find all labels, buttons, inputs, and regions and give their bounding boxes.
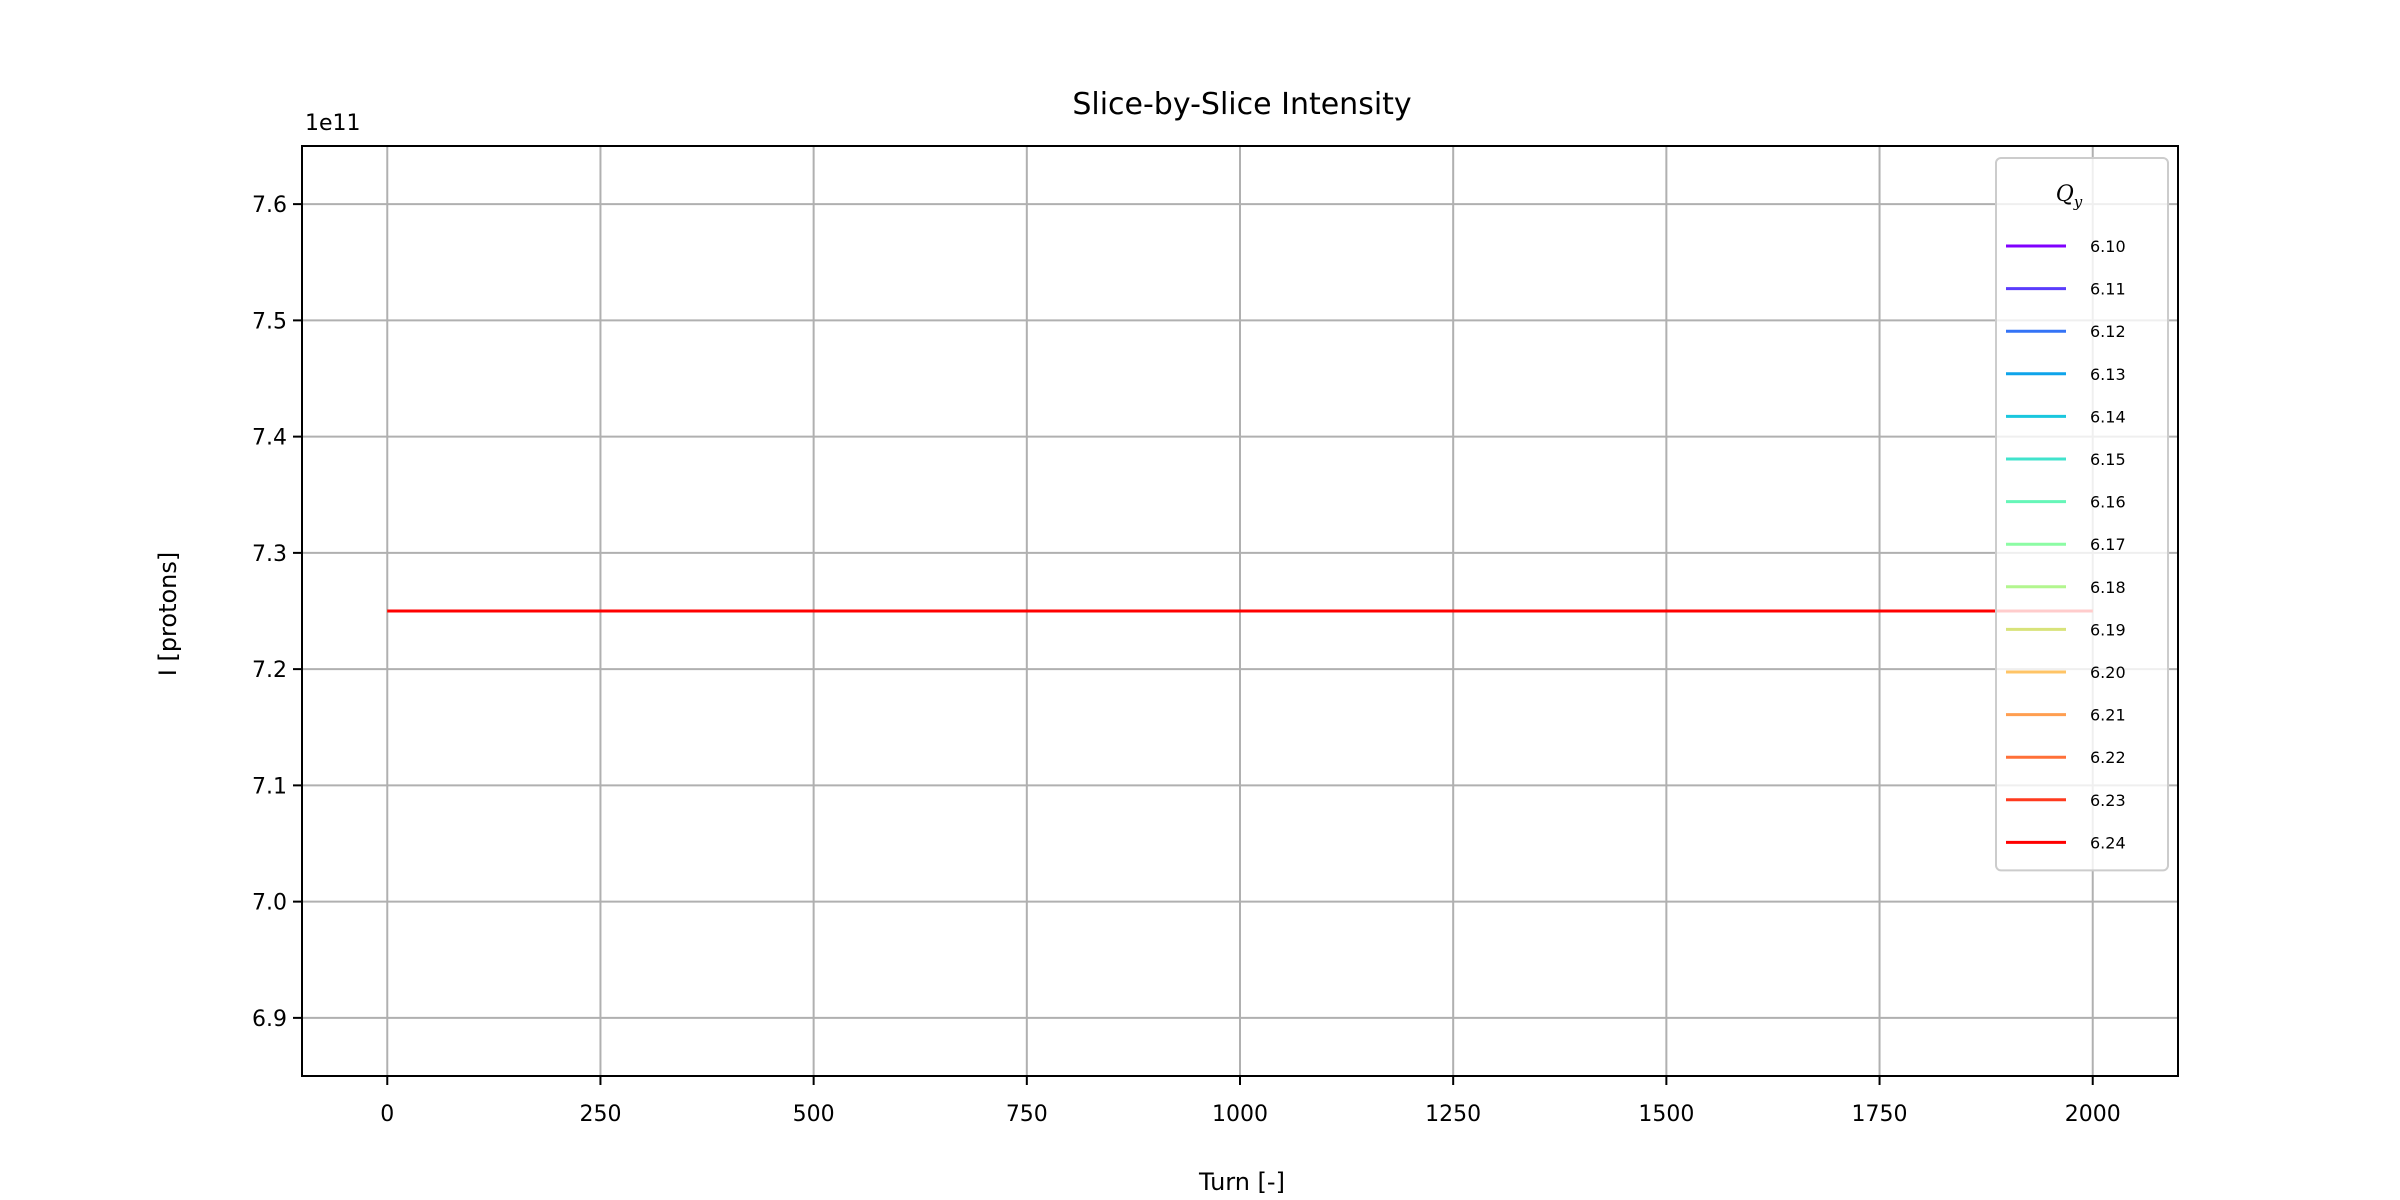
x-tick-label: 750 (1006, 1102, 1048, 1127)
y-tick-label: 7.1 (252, 774, 287, 799)
legend-item: 6.12 (2006, 322, 2126, 341)
y-offset-label: 1e11 (305, 111, 361, 136)
chart-title: Slice-by-Slice Intensity (1072, 87, 1411, 122)
legend-item: 6.24 (2006, 833, 2126, 852)
y-tick-label: 7.4 (252, 426, 287, 451)
legend-label: 6.18 (2090, 578, 2126, 597)
y-tick-label: 7.5 (252, 309, 287, 334)
legend-title: Qy (2056, 182, 2083, 211)
legend-item: 6.16 (2006, 493, 2126, 512)
x-tick-label: 1000 (1212, 1102, 1268, 1127)
legend-item: 6.18 (2006, 578, 2126, 597)
legend-item: 6.10 (2006, 237, 2126, 256)
y-tick-label: 7.2 (252, 658, 287, 683)
x-axis-label: Turn [-] (1198, 1168, 1285, 1196)
legend-item: 6.14 (2006, 407, 2126, 426)
y-axis-label: I [protons] (154, 552, 182, 677)
legend-label: 6.14 (2090, 407, 2126, 426)
x-tick-label: 0 (380, 1102, 394, 1127)
legend: Qy 6.106.116.126.136.146.156.166.176.186… (1995, 157, 2169, 872)
legend-item: 6.17 (2006, 535, 2126, 554)
legend-label: 6.22 (2090, 748, 2126, 767)
legend-label: 6.20 (2090, 663, 2126, 682)
legend-label: 6.13 (2090, 365, 2126, 384)
x-tick-label: 1500 (1638, 1102, 1694, 1127)
legend-item: 6.21 (2006, 706, 2126, 725)
legend-label: 6.21 (2090, 706, 2126, 725)
y-tick-label: 7.3 (252, 542, 287, 567)
x-tick-label: 500 (793, 1102, 835, 1127)
legend-label: 6.23 (2090, 791, 2126, 810)
y-axis: 6.9 7.0 7.1 7.2 7.3 7.4 7.5 7.6 (252, 193, 302, 1032)
x-tick-label: 250 (579, 1102, 621, 1127)
legend-title-base: Q (2056, 182, 2074, 207)
legend-item: 6.20 (2006, 663, 2126, 682)
legend-box (1995, 157, 2169, 872)
legend-item: 6.22 (2006, 748, 2126, 767)
legend-label: 6.17 (2090, 535, 2126, 554)
legend-item: 6.13 (2006, 365, 2126, 384)
legend-label: 6.24 (2090, 833, 2126, 852)
legend-label: 6.12 (2090, 322, 2126, 341)
y-tick-label: 7.6 (252, 193, 287, 218)
legend-label: 6.11 (2090, 280, 2126, 299)
legend-title-sub: y (2073, 193, 2083, 211)
x-tick-label: 1750 (1852, 1102, 1908, 1127)
legend-item: 6.11 (2006, 280, 2126, 299)
legend-label: 6.15 (2090, 450, 2126, 469)
x-tick-label: 1250 (1425, 1102, 1481, 1127)
y-tick-label: 7.0 (252, 891, 287, 916)
legend-item: 6.23 (2006, 791, 2126, 810)
legend-item: 6.19 (2006, 620, 2126, 639)
legend-label: 6.16 (2090, 493, 2126, 512)
legend-label: 6.10 (2090, 237, 2126, 256)
legend-label: 6.19 (2090, 620, 2126, 639)
legend-item: 6.15 (2006, 450, 2126, 469)
legend-items: 6.10 6.11 6.12 6.13 6.14 6.15 6.16 6.17 6.18 6.19… (2006, 237, 2126, 852)
x-axis: 0 250 500 750 1000 1250 1500 1750 2000 (380, 1076, 2121, 1127)
x-tick-label: 2000 (2065, 1102, 2121, 1127)
y-tick-label: 6.9 (252, 1007, 287, 1032)
